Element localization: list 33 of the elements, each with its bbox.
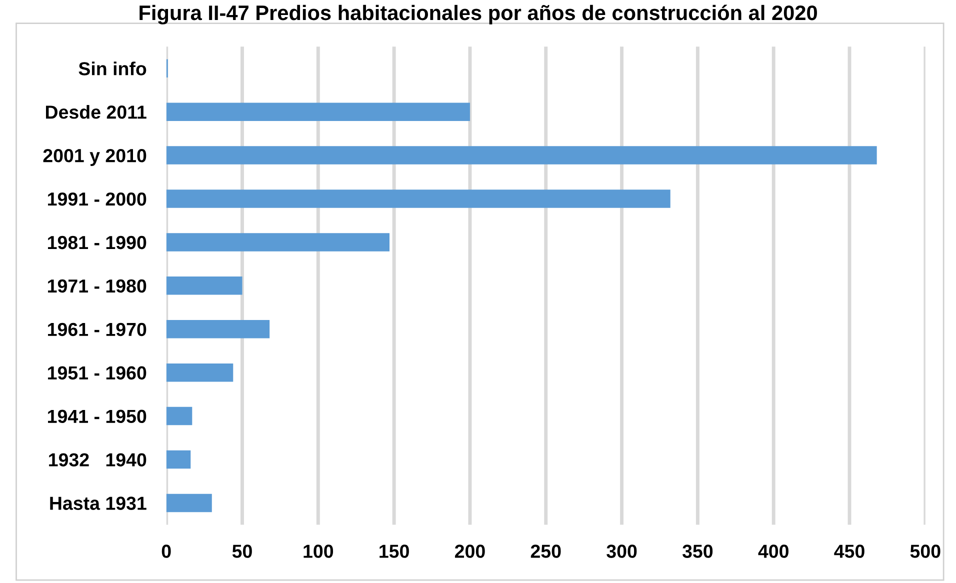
x-tick-label: 500: [910, 544, 940, 558]
x-tick-label: 450: [834, 544, 864, 558]
bar: [166, 102, 470, 121]
y-tick-label: 1932 1940: [49, 453, 146, 467]
bar: [166, 146, 877, 164]
bar: [166, 406, 192, 426]
bar: [166, 233, 390, 252]
y-tick-label: 1941 - 1950: [48, 410, 146, 424]
x-tick-label: 100: [304, 544, 334, 558]
y-tick-label: Sin info: [78, 62, 146, 76]
bar: [166, 450, 191, 469]
y-tick-label: 1971 - 1980: [48, 279, 146, 293]
y-tick-label: 1991 - 2000: [48, 192, 146, 206]
x-tick-label: 300: [606, 544, 637, 558]
x-tick-label: 350: [682, 544, 713, 558]
y-tick-label: 1951 - 1960: [48, 366, 146, 380]
bar: [166, 276, 242, 295]
x-tick-label: 150: [380, 544, 409, 558]
bar: [166, 494, 212, 512]
y-tick-label: 2001 y 2010: [43, 148, 146, 166]
chart-title: Figura II-47 Predios habitacionales por años de construcción al 2020: [140, 4, 817, 24]
y-tick-label: Hasta 1931: [50, 496, 146, 510]
y-tick-label: 1981 - 1990: [48, 236, 146, 250]
x-tick-label: 400: [758, 544, 788, 558]
x-tick-label: 200: [454, 544, 485, 558]
x-tick-label: 250: [530, 544, 561, 558]
bar: [166, 363, 234, 382]
x-tick-label: 50: [232, 544, 252, 558]
bar: [166, 190, 670, 208]
x-tick-label: 0: [162, 544, 171, 558]
bar: [166, 320, 270, 338]
y-tick-label: Desde 2011: [46, 105, 146, 119]
y-tick-label: 1961 - 1970: [48, 322, 146, 336]
